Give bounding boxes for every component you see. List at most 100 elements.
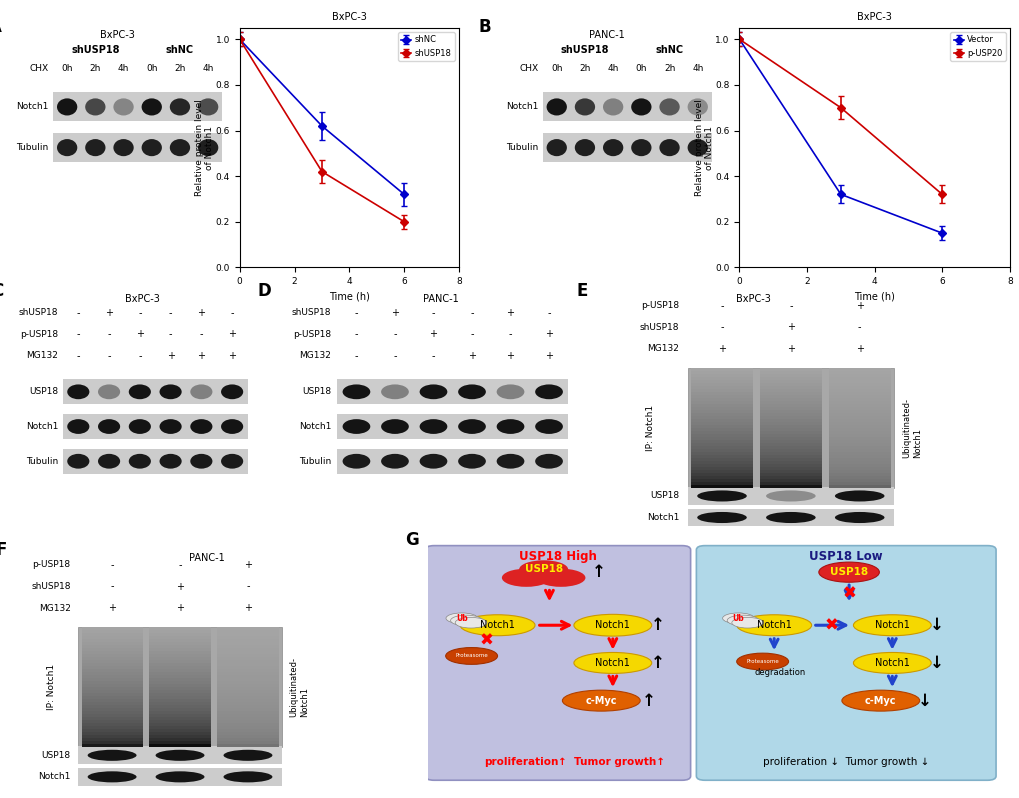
Bar xyxy=(82,666,143,669)
Text: ✖: ✖ xyxy=(479,631,492,650)
Bar xyxy=(82,702,143,705)
Bar xyxy=(217,690,278,693)
Bar xyxy=(82,741,143,744)
Bar xyxy=(690,428,752,431)
Text: p-USP18: p-USP18 xyxy=(641,301,679,310)
Bar xyxy=(82,717,143,720)
Text: PANC-1: PANC-1 xyxy=(422,294,458,304)
Text: C: C xyxy=(0,282,3,300)
Bar xyxy=(217,675,278,678)
Bar xyxy=(150,666,210,669)
Bar xyxy=(827,373,890,377)
Bar xyxy=(150,729,210,732)
Text: c-Myc: c-Myc xyxy=(585,696,616,705)
Bar xyxy=(217,687,278,690)
Text: -: - xyxy=(547,308,550,318)
Bar xyxy=(827,431,890,434)
Text: -: - xyxy=(431,308,435,318)
Text: -: - xyxy=(857,322,861,332)
Text: -: - xyxy=(107,330,111,339)
Text: ↑: ↑ xyxy=(641,692,655,709)
Bar xyxy=(82,735,143,738)
Text: Notch1: Notch1 xyxy=(874,620,909,630)
Text: Tubulin: Tubulin xyxy=(505,143,538,152)
Text: +: + xyxy=(197,308,205,318)
Bar xyxy=(827,416,890,419)
Bar xyxy=(827,457,890,460)
Bar xyxy=(759,404,821,407)
Ellipse shape xyxy=(602,98,623,116)
Bar xyxy=(217,720,278,723)
Bar xyxy=(82,648,143,651)
Bar xyxy=(82,723,143,726)
Bar xyxy=(827,397,890,401)
Text: shUSP18: shUSP18 xyxy=(639,322,679,332)
Bar xyxy=(690,404,752,407)
Text: -: - xyxy=(719,301,723,310)
Text: 0h: 0h xyxy=(146,64,157,73)
Bar xyxy=(217,660,278,663)
Bar xyxy=(82,693,143,696)
Bar xyxy=(690,377,752,380)
Bar xyxy=(150,651,210,654)
Bar xyxy=(759,443,821,445)
Text: USP18: USP18 xyxy=(649,492,679,500)
Bar xyxy=(217,651,278,654)
Bar xyxy=(150,711,210,714)
Bar xyxy=(827,371,890,373)
Text: +: + xyxy=(506,351,514,361)
Ellipse shape xyxy=(86,139,105,156)
Bar xyxy=(82,732,143,735)
Bar xyxy=(150,630,210,634)
Bar xyxy=(690,386,752,389)
Ellipse shape xyxy=(156,772,204,782)
Text: -: - xyxy=(76,351,79,361)
Bar xyxy=(217,634,278,636)
Bar xyxy=(690,472,752,476)
Bar xyxy=(827,464,890,467)
Bar xyxy=(150,639,210,642)
Bar xyxy=(542,133,711,162)
Bar xyxy=(827,425,890,428)
Bar xyxy=(217,658,278,660)
Ellipse shape xyxy=(697,512,746,523)
Bar xyxy=(217,735,278,738)
Ellipse shape xyxy=(67,385,90,399)
Ellipse shape xyxy=(765,491,815,501)
Bar xyxy=(82,681,143,684)
Bar xyxy=(827,419,890,421)
Text: +: + xyxy=(544,330,552,339)
Ellipse shape xyxy=(223,750,272,760)
Bar xyxy=(759,416,821,419)
Bar xyxy=(82,630,143,634)
Text: ↓: ↓ xyxy=(929,654,943,672)
Bar xyxy=(150,648,210,651)
Bar xyxy=(827,443,890,445)
Bar xyxy=(82,654,143,658)
Text: Tubulin: Tubulin xyxy=(16,143,49,152)
Ellipse shape xyxy=(221,419,243,434)
Bar xyxy=(82,705,143,708)
Bar xyxy=(150,687,210,690)
Bar xyxy=(150,681,210,684)
Bar xyxy=(217,672,278,675)
Text: -: - xyxy=(110,560,114,570)
Bar xyxy=(827,368,890,371)
Bar xyxy=(217,702,278,705)
Bar xyxy=(690,476,752,479)
Bar xyxy=(82,645,143,648)
Text: Notch1: Notch1 xyxy=(38,772,70,781)
Bar xyxy=(827,421,890,425)
Bar xyxy=(690,368,752,371)
Text: ↓: ↓ xyxy=(929,616,943,634)
Bar xyxy=(150,636,210,639)
Text: Notch1: Notch1 xyxy=(646,513,679,522)
Bar xyxy=(827,377,890,380)
Bar xyxy=(690,380,752,383)
Text: 2h: 2h xyxy=(663,64,675,73)
Text: Notch1: Notch1 xyxy=(756,620,791,630)
Bar xyxy=(150,741,210,744)
Ellipse shape xyxy=(381,454,409,468)
Bar xyxy=(63,379,248,405)
Ellipse shape xyxy=(142,98,162,116)
